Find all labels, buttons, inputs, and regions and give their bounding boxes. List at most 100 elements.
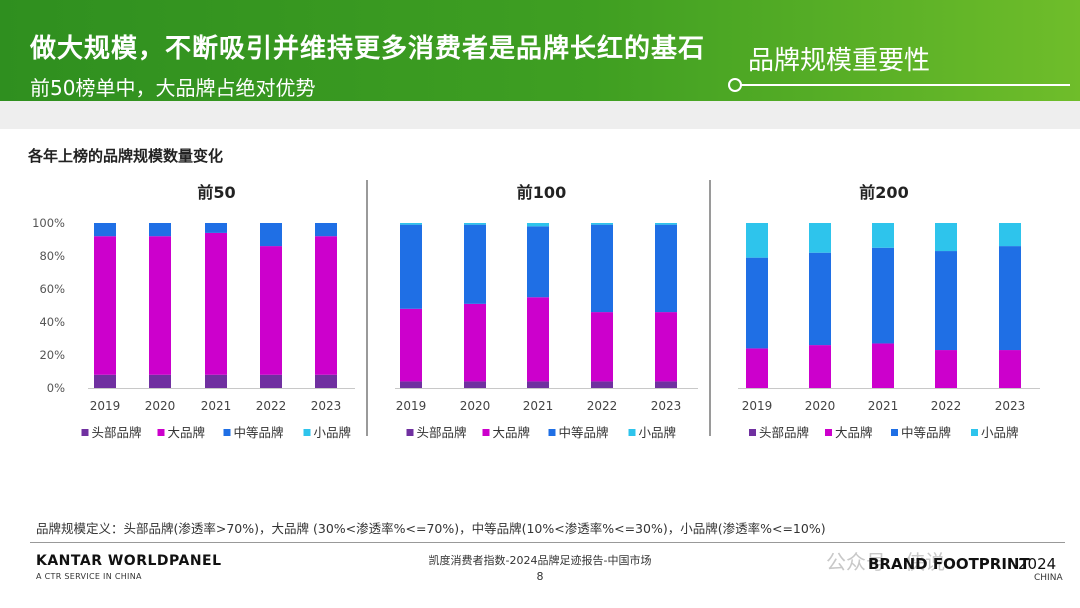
bar-segment-small bbox=[527, 223, 549, 227]
legend-swatch bbox=[303, 429, 311, 436]
bar-segment-big bbox=[655, 312, 677, 382]
bar-segment-head bbox=[260, 374, 282, 388]
x-tick-label: 2020 bbox=[460, 399, 491, 413]
bar-segment-big bbox=[527, 297, 549, 382]
x-tick-label: 2022 bbox=[587, 399, 618, 413]
bar-segment-big bbox=[809, 345, 831, 388]
chart-title: 前200 bbox=[859, 183, 908, 202]
bar-segment-big bbox=[746, 348, 768, 388]
bar-segment-mid bbox=[527, 226, 549, 298]
legend-swatch bbox=[482, 429, 490, 436]
legend-label: 中等品牌 bbox=[901, 425, 951, 440]
bar-segment-mid bbox=[591, 224, 613, 313]
y-tick-label: 100% bbox=[32, 216, 65, 230]
legend-label: 大品牌 bbox=[835, 425, 873, 440]
y-tick-label: 40% bbox=[39, 315, 65, 329]
y-tick-label: 0% bbox=[47, 381, 65, 395]
page-title: 做大规模，不断吸引并维持更多消费者是品牌长红的基石 bbox=[30, 34, 706, 64]
bar-segment-big bbox=[999, 350, 1021, 388]
bar-segment-big bbox=[935, 350, 957, 388]
brand-country: CHINA bbox=[1034, 573, 1063, 583]
brand-year: 2024 bbox=[1018, 555, 1057, 573]
x-tick-label: 2021 bbox=[201, 399, 232, 413]
bar-segment-mid bbox=[149, 223, 171, 237]
x-tick-label: 2020 bbox=[805, 399, 836, 413]
legend-label: 中等品牌 bbox=[559, 425, 609, 440]
bar-segment-big bbox=[94, 236, 116, 375]
bar-segment-big bbox=[591, 312, 613, 382]
bar-segment-big bbox=[464, 303, 486, 382]
report-source: 凯度消费者指数-2024品牌足迹报告-中国市场 bbox=[428, 554, 652, 567]
legend-swatch bbox=[749, 429, 756, 436]
legend-swatch bbox=[157, 429, 165, 436]
bar-segment-mid bbox=[746, 257, 768, 349]
legend-label: 头部品牌 bbox=[417, 425, 467, 440]
bar-segment-small bbox=[935, 223, 957, 252]
bar-segment-mid bbox=[94, 223, 116, 237]
x-tick-label: 2021 bbox=[868, 399, 899, 413]
definition-footnote: 品牌规模定义：头部品牌(渗透率>70%)，大品牌 (30%<渗透率%<=70%)… bbox=[36, 521, 826, 536]
bar-segment-small bbox=[999, 223, 1021, 247]
page-number: 8 bbox=[536, 570, 544, 583]
bar-segment-small bbox=[400, 223, 422, 225]
bar-segment-mid bbox=[315, 223, 337, 237]
section-tag: 品牌规模重要性 bbox=[748, 46, 931, 76]
legend-swatch bbox=[81, 429, 89, 436]
bar-segment-small bbox=[464, 223, 486, 225]
page-subtitle: 前50榜单中，大品牌占绝对优势 bbox=[30, 76, 316, 100]
bar-segment-head bbox=[94, 374, 116, 388]
bar-segment-head bbox=[400, 381, 422, 388]
legend-swatch bbox=[971, 429, 978, 436]
legend-label: 小品牌 bbox=[314, 425, 352, 440]
bar-segment-mid bbox=[655, 224, 677, 313]
bar-segment-small bbox=[809, 223, 831, 253]
x-tick-label: 2020 bbox=[145, 399, 176, 413]
bar-segment-small bbox=[746, 223, 768, 258]
y-tick-label: 60% bbox=[39, 282, 65, 296]
x-tick-label: 2023 bbox=[995, 399, 1026, 413]
bar-segment-head bbox=[527, 381, 549, 388]
bar-segment-big bbox=[205, 232, 227, 375]
chart-title: 前50 bbox=[197, 183, 235, 202]
x-tick-label: 2022 bbox=[931, 399, 962, 413]
legend-label: 头部品牌 bbox=[92, 425, 142, 440]
kantar-logo-sub: A CTR SERVICE IN CHINA bbox=[36, 572, 142, 581]
legend-swatch bbox=[628, 429, 636, 436]
bar-segment-small bbox=[591, 223, 613, 225]
bar-segment-head bbox=[205, 374, 227, 388]
panel-divider bbox=[366, 180, 368, 436]
bar-segment-big bbox=[315, 236, 337, 375]
chart-title: 前100 bbox=[517, 183, 566, 202]
x-tick-label: 2019 bbox=[90, 399, 121, 413]
bar-segment-mid bbox=[999, 246, 1021, 351]
x-tick-label: 2021 bbox=[523, 399, 554, 413]
bar-segment-big bbox=[872, 343, 894, 388]
bar-segment-head bbox=[655, 381, 677, 388]
watermark: 公众号 · 侠说 bbox=[826, 550, 946, 574]
bar-segment-mid bbox=[260, 223, 282, 247]
bar-segment-head bbox=[464, 381, 486, 388]
legend-label: 小品牌 bbox=[639, 425, 677, 440]
y-tick-label: 80% bbox=[39, 249, 65, 263]
x-tick-label: 2023 bbox=[311, 399, 342, 413]
header-banner: 做大规模，不断吸引并维持更多消费者是品牌长红的基石 前50榜单中，大品牌占绝对优… bbox=[0, 0, 1080, 101]
legend-label: 大品牌 bbox=[493, 425, 531, 440]
bar-segment-mid bbox=[809, 252, 831, 346]
bar-segment-small bbox=[872, 223, 894, 248]
legend-label: 中等品牌 bbox=[234, 425, 284, 440]
legend-swatch bbox=[406, 429, 414, 436]
bar-segment-small bbox=[655, 223, 677, 225]
legend-label: 大品牌 bbox=[168, 425, 206, 440]
x-tick-label: 2019 bbox=[742, 399, 773, 413]
legend-label: 小品牌 bbox=[981, 425, 1019, 440]
kantar-logo: KANTAR WORLDPANEL bbox=[36, 553, 222, 569]
legend-swatch bbox=[891, 429, 898, 436]
bar-segment-big bbox=[260, 246, 282, 375]
x-tick-label: 2022 bbox=[256, 399, 287, 413]
bar-segment-mid bbox=[464, 224, 486, 304]
bar-segment-head bbox=[591, 381, 613, 388]
legend-swatch bbox=[548, 429, 556, 436]
brand-footprint-logo: BRAND FOOTPRINT bbox=[868, 555, 1030, 573]
bar-segment-head bbox=[315, 374, 337, 388]
footer-divider bbox=[30, 542, 1065, 543]
